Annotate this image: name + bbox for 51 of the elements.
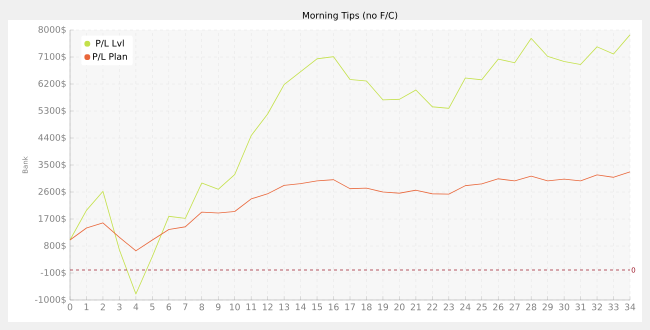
x-tick-label: 34 [624, 304, 636, 310]
x-tick-label: 28 [526, 304, 536, 310]
x-tick-label: 31 [576, 304, 586, 310]
x-tick-label: 22 [427, 304, 438, 310]
y-tick-label: 8000$ [38, 26, 66, 34]
y-tick-label: -1000$ [35, 296, 66, 304]
x-tick-label: 5 [150, 304, 154, 310]
x-tick-label: 32 [592, 304, 602, 310]
x-tick-label: 14 [296, 304, 306, 310]
x-tick-label: 23 [444, 304, 454, 310]
x-tick-label: 10 [230, 304, 240, 310]
x-tick-label: 2 [100, 304, 105, 310]
x-tick-label: 19 [378, 304, 388, 310]
y-tick-label: 4400$ [38, 134, 66, 142]
line-series [70, 172, 630, 252]
x-tick-label: 6 [166, 304, 172, 310]
x-tick-label: 27 [510, 304, 520, 310]
x-tick-label: 16 [328, 304, 339, 310]
legend-label: P/L Lvl [96, 40, 124, 48]
x-tick-label: 15 [312, 304, 322, 310]
x-tick-label: 25 [476, 304, 487, 310]
y-tick-label: 3500$ [38, 160, 66, 170]
x-tick-label: 26 [493, 304, 504, 310]
y-tick-label: 2600$ [38, 188, 66, 196]
x-tick-label: 1 [84, 304, 89, 310]
x-tick-label: 20 [394, 304, 405, 310]
x-tick-label: 4 [133, 304, 138, 310]
x-tick-label: 9 [216, 304, 220, 310]
x-tick-label: 24 [460, 304, 471, 310]
x-tick-label: 11 [246, 304, 256, 310]
x-tick-label: 12 [262, 304, 272, 310]
y-tick-label: 6200$ [38, 80, 66, 88]
y-tick-label: 1700$ [38, 214, 66, 224]
y-tick-label: 7100$ [38, 52, 66, 62]
x-tick-label: 33 [608, 304, 619, 310]
x-tick-label: 13 [279, 304, 290, 310]
x-tick-label: 3 [117, 304, 122, 310]
x-tick-label: 18 [362, 304, 372, 310]
y-tick-label: -100$ [40, 268, 66, 278]
y-tick-label: 800$ [44, 242, 66, 250]
x-tick-label: 7 [183, 304, 188, 310]
x-tick-label: 29 [542, 304, 553, 310]
x-tick-label: 17 [345, 304, 355, 310]
x-tick-label: 8 [200, 304, 204, 310]
chart-title: Morning Tips (no F/C) [302, 12, 398, 20]
legend-label: P/L Plan [93, 52, 127, 61]
x-tick-label: 21 [410, 304, 421, 310]
y-tick-label: 5300$ [38, 106, 66, 116]
x-tick-label: 0 [68, 304, 72, 310]
line-series [70, 34, 630, 294]
x-tick-label: 30 [559, 304, 570, 310]
